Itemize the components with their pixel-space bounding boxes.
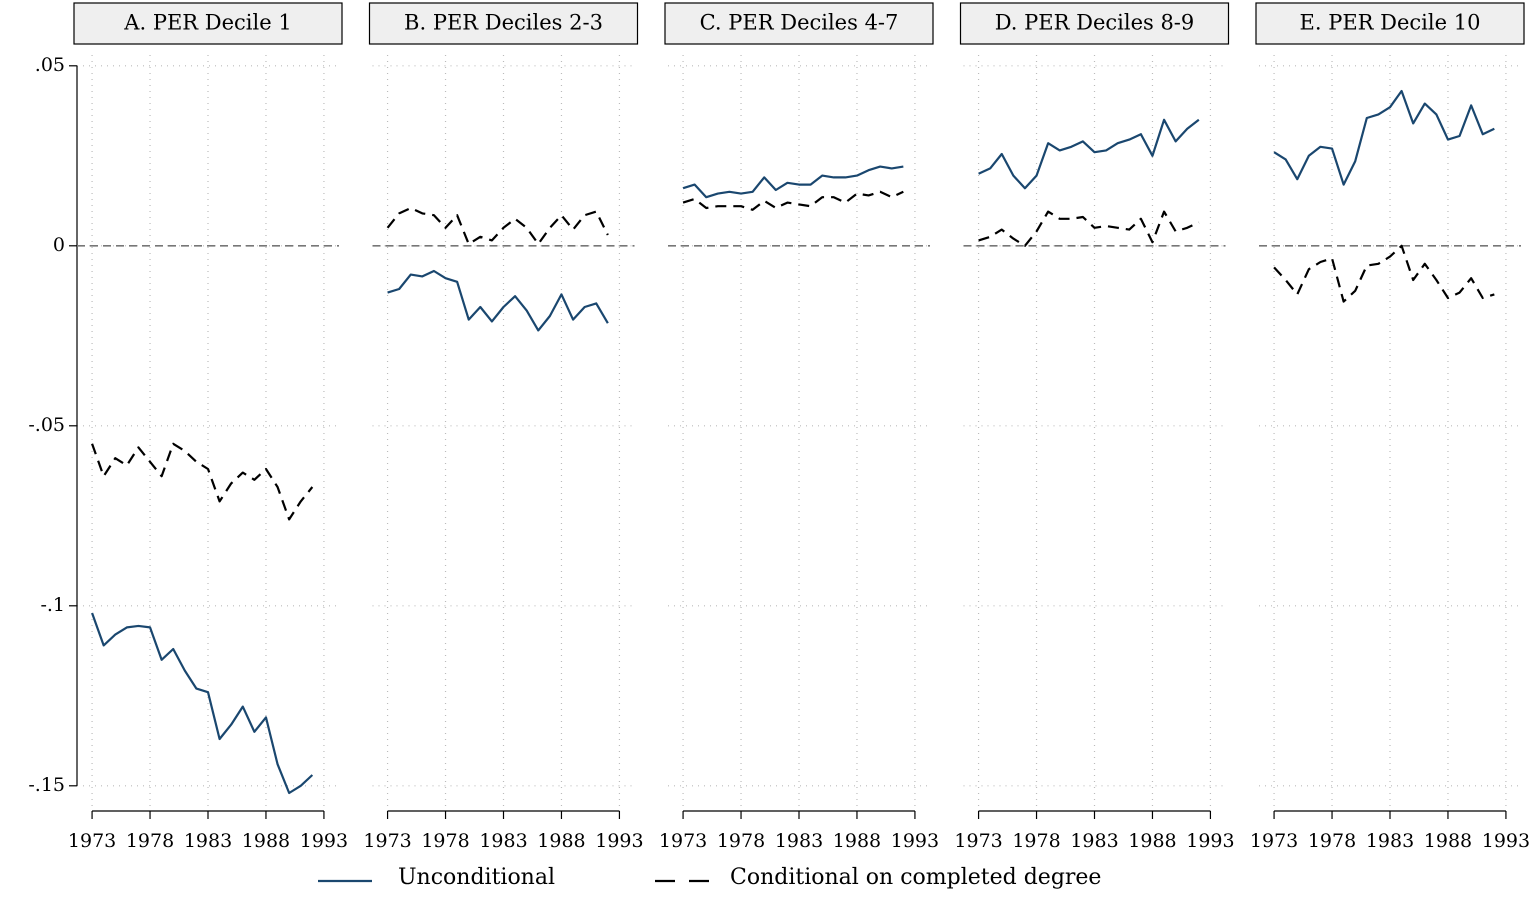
series-line <box>387 269 609 332</box>
x-tick-label: 1988 <box>1128 830 1176 852</box>
panel-title: C. PER Deciles 4-7 <box>700 11 899 35</box>
panel-title: A. PER Decile 1 <box>123 11 291 35</box>
panel-title-box <box>1255 2 1525 45</box>
series-line <box>386 206 609 246</box>
x-tick-label: 1978 <box>421 830 469 852</box>
panel-title-box <box>664 2 934 45</box>
x-tick-label: 1983 <box>479 830 527 852</box>
x-tick-label: 1988 <box>1424 830 1472 852</box>
x-tick-label: 1973 <box>68 830 116 852</box>
series-line <box>1273 89 1495 186</box>
x-tick-label: 1978 <box>1012 830 1060 852</box>
y-tick-label: -.15 <box>28 774 65 796</box>
panel-title-box <box>959 2 1230 45</box>
x-tick-label: 1983 <box>1070 830 1118 852</box>
panel-title-box <box>368 2 639 45</box>
x-tick-label: 1978 <box>1308 830 1356 852</box>
y-tick-label: -.1 <box>40 594 65 616</box>
x-tick-label: 1978 <box>717 830 765 852</box>
panel-title: D. PER Deciles 8-9 <box>995 11 1195 35</box>
x-tick-label: 1973 <box>1250 830 1298 852</box>
x-tick-label: 1988 <box>537 830 585 852</box>
series-line <box>978 118 1200 190</box>
legend-label: Unconditional <box>398 865 555 890</box>
y-tick-label: 0 <box>53 234 65 256</box>
x-tick-label: 1973 <box>659 830 707 852</box>
x-tick-label: 1983 <box>1366 830 1414 852</box>
legend-label: Conditional on completed degree <box>730 865 1101 890</box>
x-tick-label: 1973 <box>363 830 411 852</box>
series-line <box>91 612 314 795</box>
x-tick-label: 1988 <box>242 830 290 852</box>
panel-title: B. PER Deciles 2-3 <box>404 11 603 35</box>
x-tick-label: 1978 <box>126 830 174 852</box>
series-line <box>682 165 904 199</box>
x-tick-label: 1993 <box>891 830 939 852</box>
series-line <box>682 190 904 211</box>
series-line <box>91 442 314 521</box>
x-tick-label: 1993 <box>300 830 348 852</box>
x-tick-label: 1988 <box>833 830 881 852</box>
x-tick-label: 1993 <box>1482 830 1530 852</box>
x-tick-label: 1973 <box>954 830 1002 852</box>
x-tick-label: 1993 <box>1186 830 1234 852</box>
x-tick-label: 1983 <box>775 830 823 852</box>
x-tick-label: 1993 <box>595 830 643 852</box>
panel-title: E. PER Decile 10 <box>1300 11 1481 35</box>
series-line <box>1273 244 1495 303</box>
panel-title-box <box>73 2 343 45</box>
y-tick-label: -.05 <box>28 414 65 436</box>
series-line <box>978 210 1200 247</box>
x-tick-label: 1983 <box>184 830 232 852</box>
y-tick-label: .05 <box>35 54 65 76</box>
